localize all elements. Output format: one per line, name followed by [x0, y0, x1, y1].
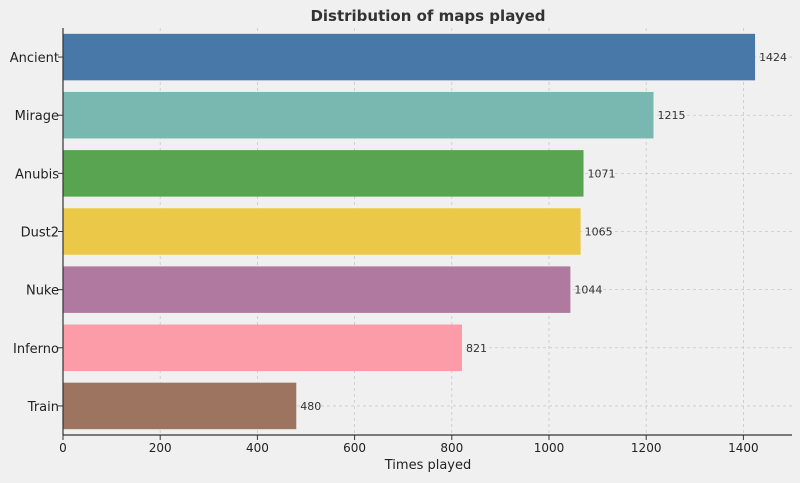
data-label-anubis: 1071 — [588, 167, 616, 180]
data-label-dust2: 1065 — [585, 226, 613, 239]
x-tick-label: 1400 — [728, 441, 759, 455]
x-axis-label: Times played — [384, 458, 472, 473]
x-tick-label: 800 — [440, 441, 463, 455]
bar-inferno — [63, 324, 463, 372]
y-tick-label-dust2: Dust2 — [21, 226, 59, 241]
data-label-train: 480 — [300, 400, 321, 413]
x-tick-label: 1000 — [534, 441, 565, 455]
x-tick-label: 600 — [343, 441, 366, 455]
y-tick-label-inferno: Inferno — [13, 342, 59, 357]
x-tick-label: 400 — [246, 441, 269, 455]
y-tick-label-train: Train — [27, 400, 59, 415]
bar-nuke — [63, 266, 571, 313]
bars-layer: 1424 1215 1071 1065 1044 821 480 — [63, 33, 787, 430]
x-tick-label: 0 — [59, 441, 67, 455]
data-label-inferno: 821 — [466, 342, 487, 355]
y-tick-label-anubis: Anubis — [15, 167, 59, 182]
bar-train — [63, 382, 297, 430]
data-label-nuke: 1044 — [574, 284, 602, 297]
y-tick-label-ancient: Ancient — [10, 51, 59, 66]
bar-dust2 — [63, 208, 581, 255]
y-tick-label-mirage: Mirage — [15, 109, 59, 124]
x-tick-label: 200 — [149, 441, 172, 455]
data-label-mirage: 1215 — [657, 109, 685, 122]
x-tick-label: 1200 — [631, 441, 662, 455]
axes-layer: 0 200 400 600 800 1000 1200 1400 Ancient Mirage An… — [10, 28, 792, 455]
bar-anubis — [63, 150, 584, 197]
data-label-ancient: 1424 — [759, 51, 787, 64]
y-tick-label-nuke: Nuke — [26, 284, 59, 299]
chart-title: Distribution of maps played — [310, 7, 545, 25]
bar-mirage — [63, 91, 654, 139]
bar-ancient — [63, 33, 756, 81]
